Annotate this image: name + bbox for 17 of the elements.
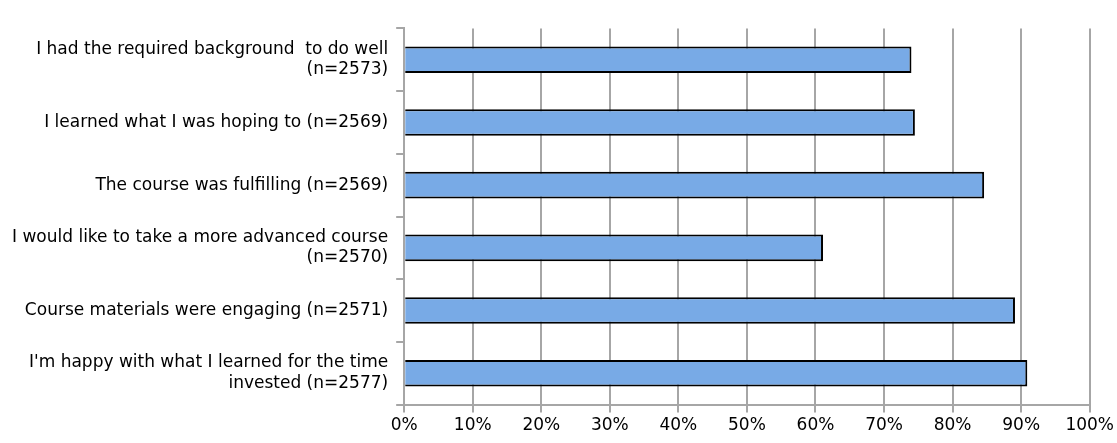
- y-tick-label: I would like to take a more advanced course (n=2570): [11, 226, 389, 267]
- x-tick-label: 80%: [933, 414, 972, 435]
- x-tick-label: 100%: [1065, 414, 1114, 435]
- x-tick-label: 40%: [659, 414, 698, 435]
- x-tick-label: 10%: [453, 414, 492, 435]
- y-tick-label: The course was fulfilling (n=2569): [94, 173, 389, 194]
- y-tick-label: I had the required background to do well (n=2573): [36, 37, 389, 79]
- x-tick-label: 20%: [522, 414, 561, 435]
- y-tick-label: I learned what I was hoping to (n=2569): [44, 110, 389, 131]
- y-tick-label: I'm happy with what I learned for the time invested (n=2577): [29, 351, 389, 392]
- x-tick-label: 50%: [728, 414, 766, 435]
- x-tick-label: 0%: [390, 414, 418, 435]
- y-tick-label: Course materials were engaging (n=2571): [24, 298, 389, 319]
- x-tick-label: 70%: [865, 414, 903, 435]
- x-tick-label: 60%: [796, 414, 835, 435]
- x-tick-label: 30%: [590, 414, 629, 435]
- x-tick-label: 90%: [1002, 414, 1041, 435]
